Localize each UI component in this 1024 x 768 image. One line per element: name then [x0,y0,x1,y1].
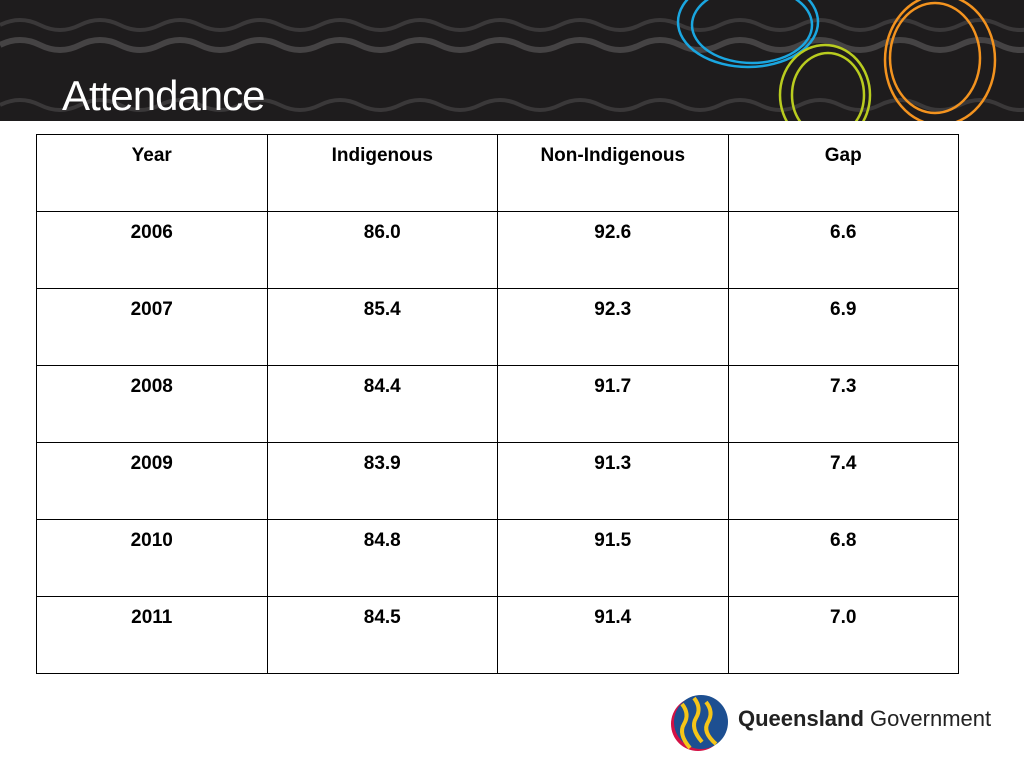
cell: 92.6 [497,211,729,289]
cell: 2009 [36,442,268,520]
header-cell: Year [36,134,268,212]
cell: 7.3 [727,365,959,443]
cell: 6.6 [727,211,959,289]
cell: 7.0 [727,596,959,674]
cell: 2011 [36,596,268,674]
cell: 83.9 [266,442,498,520]
cell: 91.3 [497,442,729,520]
cell: 91.7 [497,365,729,443]
table-row: 2007 85.4 92.3 6.9 [36,288,959,366]
table-row: 2009 83.9 91.3 7.4 [36,442,959,520]
cell: 6.8 [727,519,959,597]
attendance-table: Year Indigenous Non-Indigenous Gap 2006 … [36,134,959,674]
logo-brand-bold: Queensland [738,706,864,731]
cell: 91.5 [497,519,729,597]
logo-brand-light: Government [870,706,992,731]
table-header-row: Year Indigenous Non-Indigenous Gap [36,134,959,212]
cell: 2006 [36,211,268,289]
table-row: 2011 84.5 91.4 7.0 [36,596,959,674]
cell: 84.5 [266,596,498,674]
cell: 84.4 [266,365,498,443]
queensland-government-logo: Queensland Government [668,690,991,754]
cell: 2010 [36,519,268,597]
cell: 91.4 [497,596,729,674]
header-cell: Non-Indigenous [497,134,729,212]
cell: 6.9 [727,288,959,366]
logo-text: Queensland Government [738,706,991,732]
header-cell: Indigenous [266,134,498,212]
cell: 7.4 [727,442,959,520]
cell: 85.4 [266,288,498,366]
banner-decoration [0,0,1024,121]
cell: 84.8 [266,519,498,597]
orange-scribble [883,0,997,121]
header-banner: Attendance [0,0,1024,121]
cell: 2007 [36,288,268,366]
lime-scribble [778,43,872,121]
logo-emblem-icon [671,695,728,751]
cell: 92.3 [497,288,729,366]
slide-title: Attendance [62,72,266,119]
blue-scribble [676,0,820,69]
table-row: 2006 86.0 92.6 6.6 [36,211,959,289]
header-cell: Gap [727,134,959,212]
table-row: 2008 84.4 91.7 7.3 [36,365,959,443]
cell: 2008 [36,365,268,443]
cell: 86.0 [266,211,498,289]
table-row: 2010 84.8 91.5 6.8 [36,519,959,597]
